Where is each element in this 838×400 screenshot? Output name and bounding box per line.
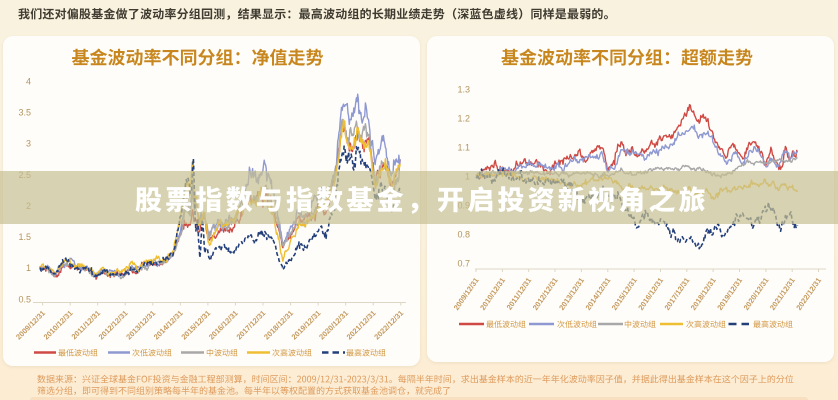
svg-text:3.5: 3.5 xyxy=(18,108,31,118)
svg-text:0.8: 0.8 xyxy=(457,230,470,240)
svg-text:2018/12/31: 2018/12/31 xyxy=(689,276,718,312)
svg-text:0.5: 0.5 xyxy=(18,294,31,304)
svg-text:2010/12/31: 2010/12/31 xyxy=(478,276,507,312)
svg-text:1.5: 1.5 xyxy=(18,232,31,242)
svg-text:2022/12/31: 2022/12/31 xyxy=(372,309,405,342)
svg-text:2011/12/31: 2011/12/31 xyxy=(505,276,534,312)
svg-text:2019/12/31: 2019/12/31 xyxy=(715,276,744,312)
svg-text:2022/12/31: 2022/12/31 xyxy=(794,276,823,312)
svg-text:1: 1 xyxy=(26,263,31,273)
svg-text:4: 4 xyxy=(26,77,31,87)
svg-text:2020/12/31: 2020/12/31 xyxy=(742,276,771,312)
svg-text:2015/12/31: 2015/12/31 xyxy=(610,276,639,312)
svg-text:3: 3 xyxy=(26,139,31,149)
svg-text:1.1: 1.1 xyxy=(457,143,470,153)
svg-text:2017/12/31: 2017/12/31 xyxy=(663,276,692,312)
svg-text:2021/12/31: 2021/12/31 xyxy=(768,276,797,312)
svg-text:2012/12/31: 2012/12/31 xyxy=(531,276,560,312)
svg-text:2016/12/31: 2016/12/31 xyxy=(636,276,665,312)
svg-text:2010/12/31: 2010/12/31 xyxy=(42,309,75,342)
svg-text:2014/12/31: 2014/12/31 xyxy=(584,276,613,312)
svg-text:0.7: 0.7 xyxy=(457,259,470,269)
svg-text:1.2: 1.2 xyxy=(457,114,470,124)
svg-text:2013/12/31: 2013/12/31 xyxy=(557,276,586,312)
svg-text:1.3: 1.3 xyxy=(457,85,470,95)
svg-text:2009/12/31: 2009/12/31 xyxy=(452,276,481,312)
